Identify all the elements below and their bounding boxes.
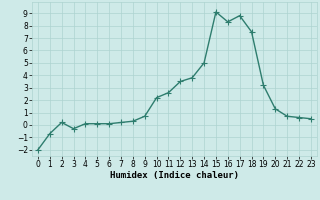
X-axis label: Humidex (Indice chaleur): Humidex (Indice chaleur) [110, 171, 239, 180]
